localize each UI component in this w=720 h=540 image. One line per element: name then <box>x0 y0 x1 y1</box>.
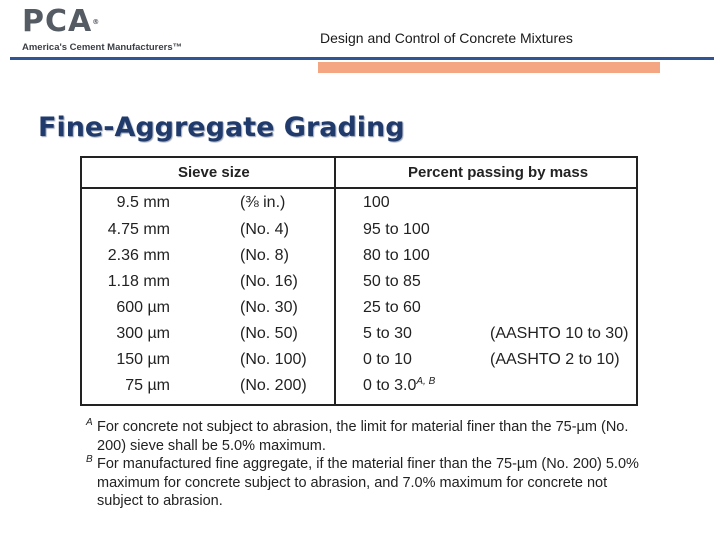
footnote-text: For concrete not subject to abrasion, th… <box>97 419 629 454</box>
sieve-us: (No. 100) <box>240 351 307 368</box>
table-row: 600 µm (No. 30) 25 to 60 <box>82 299 636 325</box>
table-row: 150 µm (No. 100) 0 to 10 (AASHTO 2 to 10… <box>82 351 636 377</box>
header-title: Design and Control of Concrete Mixtures <box>320 30 573 46</box>
table-row: 9.5 mm (⅜ in.) 100 <box>82 194 636 220</box>
sieve-metric: 9.5 mm <box>116 194 170 211</box>
sieve-metric: 4.75 mm <box>107 221 170 238</box>
percent-passing: 95 to 100 <box>363 221 430 238</box>
sieve-metric: 300 µm <box>116 325 170 342</box>
header-rule-blue <box>10 57 714 60</box>
percent-passing: 100 <box>363 194 390 211</box>
header-percent-passing: Percent passing by mass <box>408 164 589 181</box>
percent-passing: 0 to 3.0A, B <box>363 376 436 395</box>
grading-table: Sieve size Percent passing by mass 9.5 m… <box>80 156 638 406</box>
percent-passing: 5 to 30 <box>363 325 412 342</box>
table-footnotes: A For concrete not subject to abrasion, … <box>86 417 646 511</box>
sieve-us: (No. 8) <box>240 247 289 264</box>
percent-passing: 80 to 100 <box>363 247 430 264</box>
sieve-metric: 1.18 mm <box>107 273 170 290</box>
aashto-range: (AASHTO 2 to 10) <box>490 351 620 368</box>
logo-registered-mark: ® <box>92 18 101 26</box>
sieve-metric: 2.36 mm <box>107 247 170 264</box>
sieve-us: (No. 4) <box>240 221 289 238</box>
table-row: 1.18 mm (No. 16) 50 to 85 <box>82 273 636 299</box>
table-header: Sieve size Percent passing by mass <box>82 158 636 189</box>
header-rule-orange <box>318 62 660 73</box>
percent-passing: 0 to 10 <box>363 351 412 368</box>
percent-passing: 25 to 60 <box>363 299 421 316</box>
sieve-us: (⅜ in.) <box>240 194 286 211</box>
aashto-range: (AASHTO 10 to 30) <box>490 325 629 342</box>
sieve-metric: 150 µm <box>116 351 170 368</box>
table-row: 2.36 mm (No. 8) 80 to 100 <box>82 247 636 273</box>
footnote: A For concrete not subject to abrasion, … <box>86 417 646 455</box>
table-row: 4.75 mm (No. 4) 95 to 100 <box>82 221 636 247</box>
footnote-text: For manufactured fine aggregate, if the … <box>97 456 639 509</box>
footnote-marker: B <box>86 454 93 465</box>
footnote: B For manufactured fine aggregate, if th… <box>86 454 646 511</box>
slide-title: Fine-Aggregate Grading <box>38 112 405 143</box>
sieve-us: (No. 30) <box>240 299 298 316</box>
table-row: 75 µm (No. 200) 0 to 3.0A, B <box>82 376 636 403</box>
logo-mark: PCA <box>22 4 93 39</box>
sieve-us: (No. 16) <box>240 273 298 290</box>
logo-tagline: America's Cement Manufacturers™ <box>22 42 183 53</box>
footnote-marker: A <box>86 417 93 428</box>
table-column-divider <box>334 158 336 404</box>
pca-logo: PCA® America's Cement Manufacturers™ <box>22 6 192 58</box>
percent-passing: 50 to 85 <box>363 273 421 290</box>
sieve-metric: 75 µm <box>125 377 170 394</box>
sieve-us: (No. 200) <box>240 377 307 394</box>
sieve-us: (No. 50) <box>240 325 298 342</box>
table-row: 300 µm (No. 50) 5 to 30 (AASHTO 10 to 30… <box>82 325 636 351</box>
percent-passing-value: 0 to 3.0 <box>363 377 417 394</box>
sieve-metric: 600 µm <box>116 299 170 316</box>
footnote-reference: A, B <box>416 376 436 387</box>
header-sieve-size: Sieve size <box>178 164 250 181</box>
